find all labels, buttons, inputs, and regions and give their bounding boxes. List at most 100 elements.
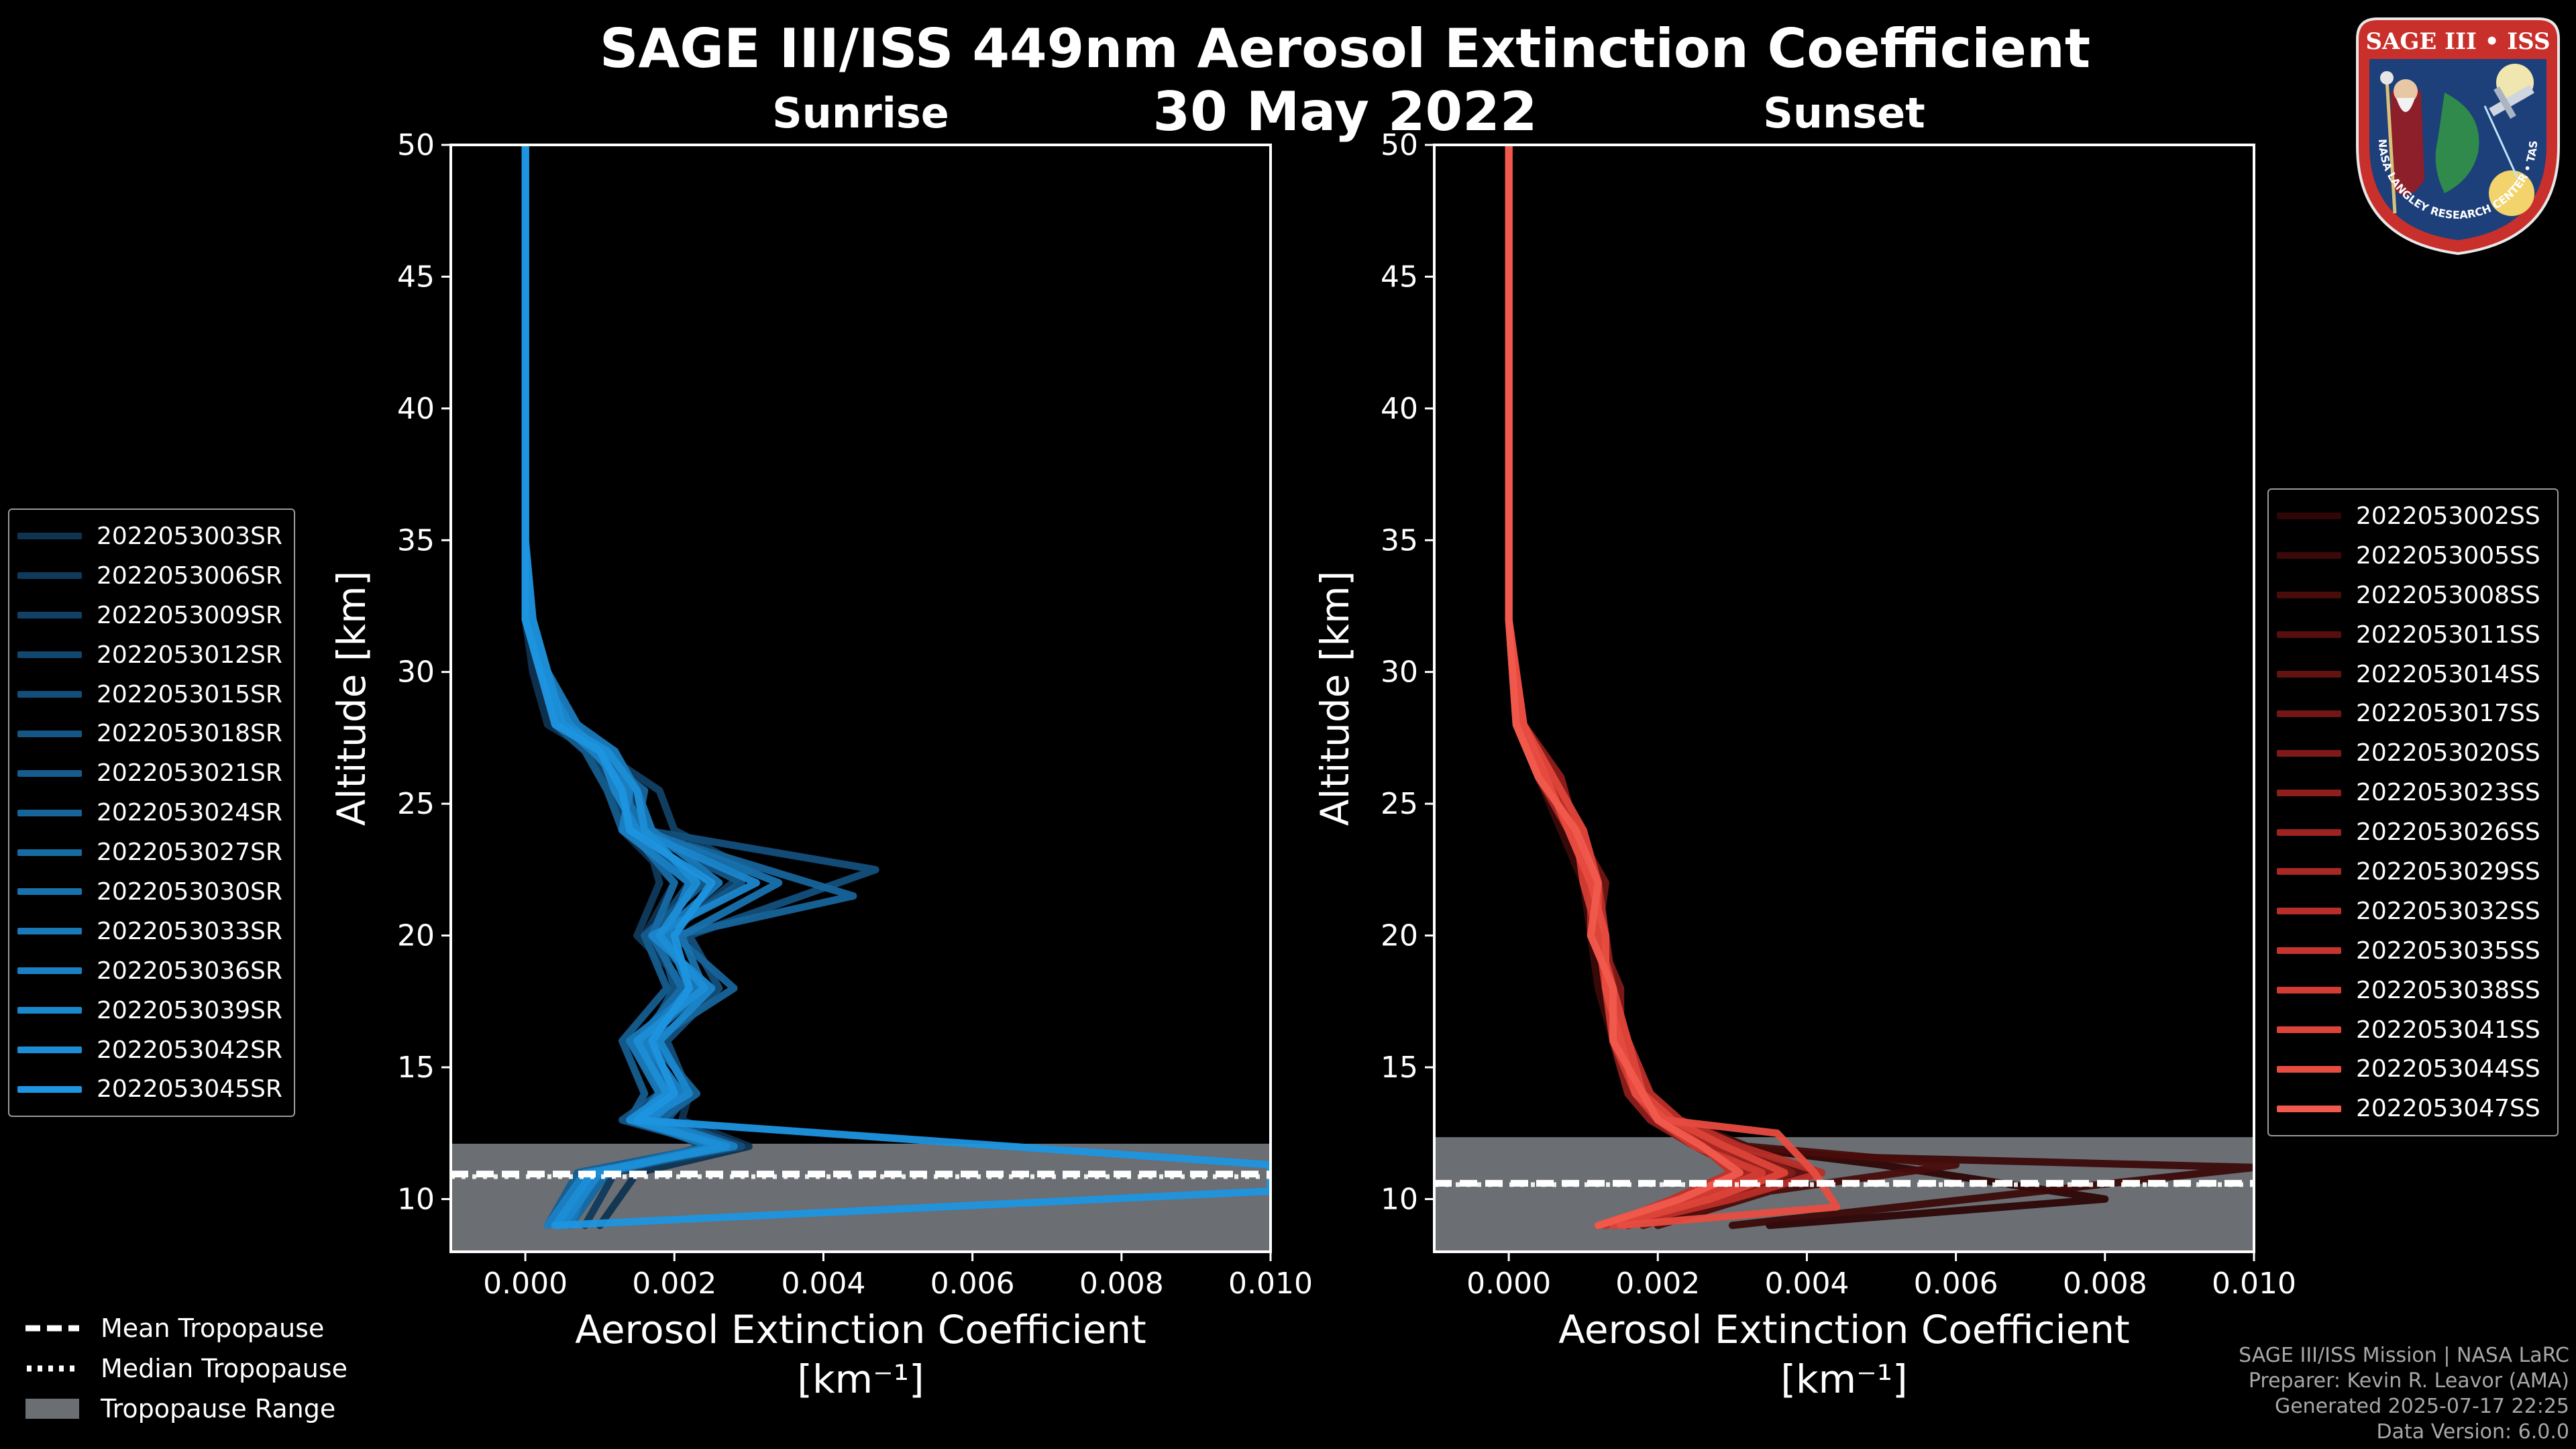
sunset-legend-swatch <box>2277 631 2341 639</box>
sunrise-frame <box>449 144 1272 1253</box>
sunrise-xtick-label: 0.002 <box>632 1267 716 1301</box>
sunset-legend-swatch <box>2277 592 2341 599</box>
sunrise-legend-swatch <box>17 849 82 856</box>
sunrise-legend-label: 2022053033SR <box>97 917 282 945</box>
sunrise-xtick-label: 0.006 <box>930 1267 1015 1301</box>
sunset-legend-label: 2022053035SS <box>2356 936 2540 965</box>
sunrise-legend-item: 2022053033SR <box>17 912 286 951</box>
sunset-xtick-label: 0.008 <box>2063 1267 2147 1301</box>
sunset-legend-item: 2022053008SS <box>2277 576 2549 615</box>
sunrise-legend-swatch <box>17 769 82 777</box>
sunset-legend-item: 2022053005SS <box>2277 536 2549 576</box>
sunrise-ytick-label: 20 <box>397 919 435 953</box>
sunset-legend-item: 2022053026SS <box>2277 812 2549 852</box>
sunrise-legend-swatch <box>17 533 82 540</box>
sunset-series-2022053032SS <box>1505 145 1826 1230</box>
sunrise-legend-label: 2022053030SR <box>97 877 282 906</box>
sunrise-legend-swatch <box>17 809 82 816</box>
sunset-ytick-label: 45 <box>1381 260 1418 294</box>
sunrise-legend-swatch <box>17 651 82 659</box>
sunrise-ytick-label: 35 <box>397 523 435 557</box>
chart-title-date: 30 May 2022 <box>1152 80 1538 143</box>
credits-version: Data Version: 6.0.0 <box>2376 1420 2569 1444</box>
credits-mission: SAGE III/ISS Mission | NASA LaRC <box>2239 1344 2569 1367</box>
sunset-legend-item: 2022053020SS <box>2277 733 2549 773</box>
sunset-legend-label: 2022053020SS <box>2356 739 2540 767</box>
sunrise-legend-swatch <box>17 1046 82 1054</box>
sunset-series-2022053041SS <box>1505 145 1788 1230</box>
sunset-ytick-label: 15 <box>1381 1051 1418 1085</box>
sunset-xtick-label: 0.004 <box>1764 1267 1849 1301</box>
sunrise-legend-item: 2022053021SR <box>17 753 286 793</box>
sunrise-panel-title: Sunrise <box>772 89 949 138</box>
sunset-legend-swatch <box>2277 671 2341 678</box>
sunset-series-2022053008SS <box>1505 145 1960 1230</box>
sunset-legend-label: 2022053008SS <box>2356 581 2540 609</box>
sunset-legend-label: 2022053032SS <box>2356 897 2540 925</box>
sunset-series-2022053047SS <box>1505 145 1743 1230</box>
sunset-series-2022053026SS <box>1505 145 1781 1230</box>
sunset-ytick-label: 10 <box>1381 1182 1418 1216</box>
sunrise-legend-label: 2022053036SR <box>97 957 282 985</box>
sunrise-plot-area <box>451 145 1271 1252</box>
sunset-legend-label: 2022053041SS <box>2356 1016 2540 1044</box>
sunset-panel-title: Sunset <box>1763 89 1925 138</box>
sunset-legend-swatch <box>2277 710 2341 717</box>
sunrise-legend-item: 2022053030SR <box>17 872 286 912</box>
sunrise-legend-label: 2022053003SR <box>97 522 282 550</box>
sunrise-legend-item: 2022053009SR <box>17 596 286 635</box>
sunset-xtick-label: 0.006 <box>1914 1267 1998 1301</box>
sunrise-xtick-label: 0.010 <box>1228 1267 1313 1301</box>
sunrise-legend-swatch <box>17 888 82 896</box>
tropopause-range-label: Tropopause Range <box>101 1394 336 1424</box>
sunset-legend-swatch <box>2277 987 2341 994</box>
sunrise-plot: 0.000 0.002 0.004 0.006 0.008 0.010 10 15 20 25 30… <box>329 128 1313 1402</box>
sunset-legend-label: 2022053044SS <box>2356 1055 2540 1083</box>
sunrise-legend-item: 2022053027SR <box>17 833 286 872</box>
sunset-legend-swatch <box>2277 947 2341 955</box>
sunset-legend-label: 2022053017SS <box>2356 700 2540 728</box>
sunset-legend-label: 2022053026SS <box>2356 818 2540 847</box>
sunrise-legend-label: 2022053042SR <box>97 1036 282 1064</box>
sunrise-legend-label: 2022053015SR <box>97 680 282 708</box>
sunset-xlabel-units: [km⁻¹] <box>1780 1356 1907 1402</box>
sunrise-xlabel: Aerosol Extinction Coefficient <box>575 1307 1146 1352</box>
sunset-xtick-label: 0.010 <box>2212 1267 2296 1301</box>
median-tropopause-legend-item: Median Tropopause <box>24 1348 347 1389</box>
sunset-legend-label: 2022053002SS <box>2356 502 2540 530</box>
sunset-xtick-label: 0.002 <box>1615 1267 1700 1301</box>
sunrise-legend-label: 2022053012SR <box>97 641 282 669</box>
sunset-ytick-label: 30 <box>1381 655 1418 690</box>
sunset-plot-area <box>1434 145 2254 1252</box>
logo-title: SAGE III • ISS <box>2365 28 2550 55</box>
sunset-legend-swatch <box>2277 1026 2341 1034</box>
sunrise-legend-item: 2022053015SR <box>17 675 286 714</box>
sunset-legend-item: 2022053011SS <box>2277 615 2549 655</box>
sunrise-ytick-label: 25 <box>397 787 435 821</box>
chart-title: SAGE III/ISS 449nm Aerosol Extinction Co… <box>0 17 2576 144</box>
sunset-legend-label: 2022053011SS <box>2356 621 2540 649</box>
sunset-legend-label: 2022053023SS <box>2356 779 2540 807</box>
sunrise-legend-label: 2022053009SR <box>97 601 282 629</box>
mean-tropopause-label: Mean Tropopause <box>101 1313 325 1343</box>
sunrise-legend-item: 2022053012SR <box>17 635 286 675</box>
sunset-legend-item: 2022053044SS <box>2277 1049 2549 1089</box>
sunrise-legend-label: 2022053039SR <box>97 996 282 1024</box>
sunrise-legend-label: 2022053045SR <box>97 1075 282 1104</box>
sunset-legend-swatch <box>2277 749 2341 757</box>
credits: SAGE III/ISS Mission | NASA LaRC Prepare… <box>2239 1343 2569 1445</box>
sunrise-legend-swatch <box>17 928 82 935</box>
sunset-ytick-label: 35 <box>1381 523 1418 557</box>
sunrise-legend-swatch <box>17 730 82 737</box>
sunrise-xtick-label: 0.000 <box>483 1267 568 1301</box>
sunset-ylabel: Altitude [km] <box>1312 571 1358 826</box>
sunrise-legend-item: 2022053003SR <box>17 517 286 556</box>
sunrise-ylabel: Altitude [km] <box>329 571 374 826</box>
sunset-legend-item: 2022053041SS <box>2277 1010 2549 1050</box>
sunrise-legend-item: 2022053039SR <box>17 991 286 1030</box>
sunset-legend-swatch <box>2277 789 2341 796</box>
sunset-legend-swatch <box>2277 868 2341 875</box>
sunset-xlabel: Aerosol Extinction Coefficient <box>1558 1307 2130 1352</box>
sunrise-legend-swatch <box>17 691 82 698</box>
